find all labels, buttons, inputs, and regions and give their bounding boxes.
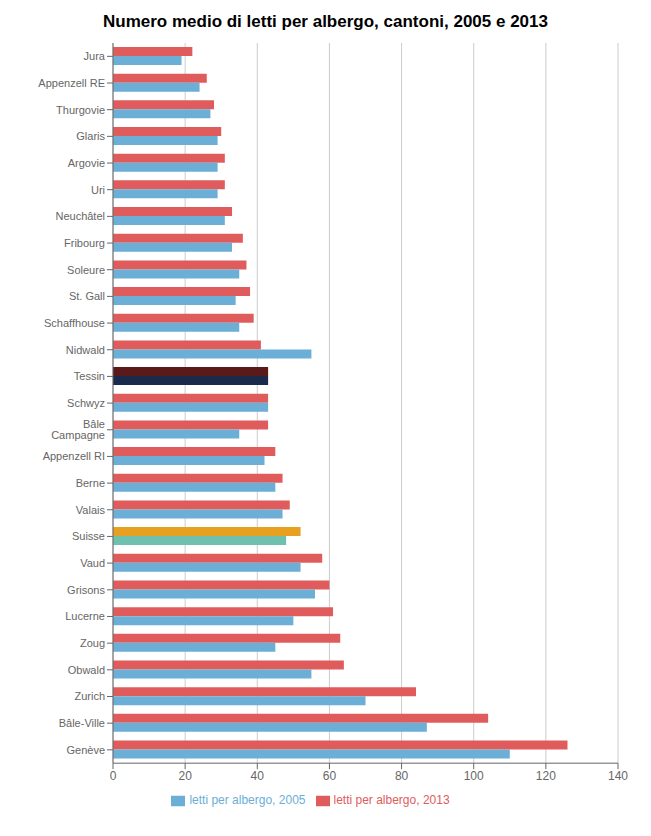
html-text:letti per albergo, 2013: letti per albergo, 2013 [333,793,450,808]
svg-text:Jura: Jura [84,50,106,62]
html-text:letti per albergo, 2005: letti per albergo, 2005 [189,793,306,808]
svg-text:Genève: Genève [66,744,105,756]
svg-text:Lucerne: Lucerne [65,610,105,622]
svg-text:Vaud: Vaud [80,557,105,569]
svg-text:80: 80 [395,769,409,783]
svg-text:Neuchâtel: Neuchâtel [55,210,105,222]
svg-text:Grisons: Grisons [67,584,105,596]
svg-text:Obwald: Obwald [68,664,105,676]
svg-text:St. Gall: St. Gall [69,290,105,302]
svg-text:Valais: Valais [76,504,106,516]
svg-text:Zoug: Zoug [80,637,105,649]
svg-text:40: 40 [251,769,265,783]
svg-text:Uri: Uri [91,184,105,196]
svg-text:Appenzell RE: Appenzell RE [38,77,105,89]
svg-text:140: 140 [608,769,628,783]
svg-text:Nidwald: Nidwald [66,344,105,356]
svg-text:100: 100 [464,769,484,783]
svg-text:Schaffhouse: Schaffhouse [44,317,105,329]
svg-text:Suisse: Suisse [72,530,105,542]
svg-text:BâleCampagne: BâleCampagne [51,418,105,441]
svg-text:Bâle-Ville: Bâle-Ville [59,717,105,729]
html-text:Numero medio di letti per albe: Numero medio di letti per albergo, canto… [103,12,548,31]
svg-text:Thurgovie: Thurgovie [56,104,105,116]
svg-text:Argovie: Argovie [68,157,105,169]
svg-text:Tessin: Tessin [74,370,105,382]
svg-text:120: 120 [536,769,556,783]
svg-text:Fribourg: Fribourg [64,237,105,249]
svg-text:Soleure: Soleure [67,264,105,276]
svg-text:Appenzell RI: Appenzell RI [43,450,105,462]
svg-text:Glaris: Glaris [76,130,105,142]
svg-text:20: 20 [178,769,192,783]
svg-text:60: 60 [323,769,337,783]
svg-text:Schwyz: Schwyz [67,397,105,409]
svg-text:0: 0 [110,769,117,783]
svg-text:Zurich: Zurich [74,690,105,702]
svg-text:Berne: Berne [76,477,105,489]
